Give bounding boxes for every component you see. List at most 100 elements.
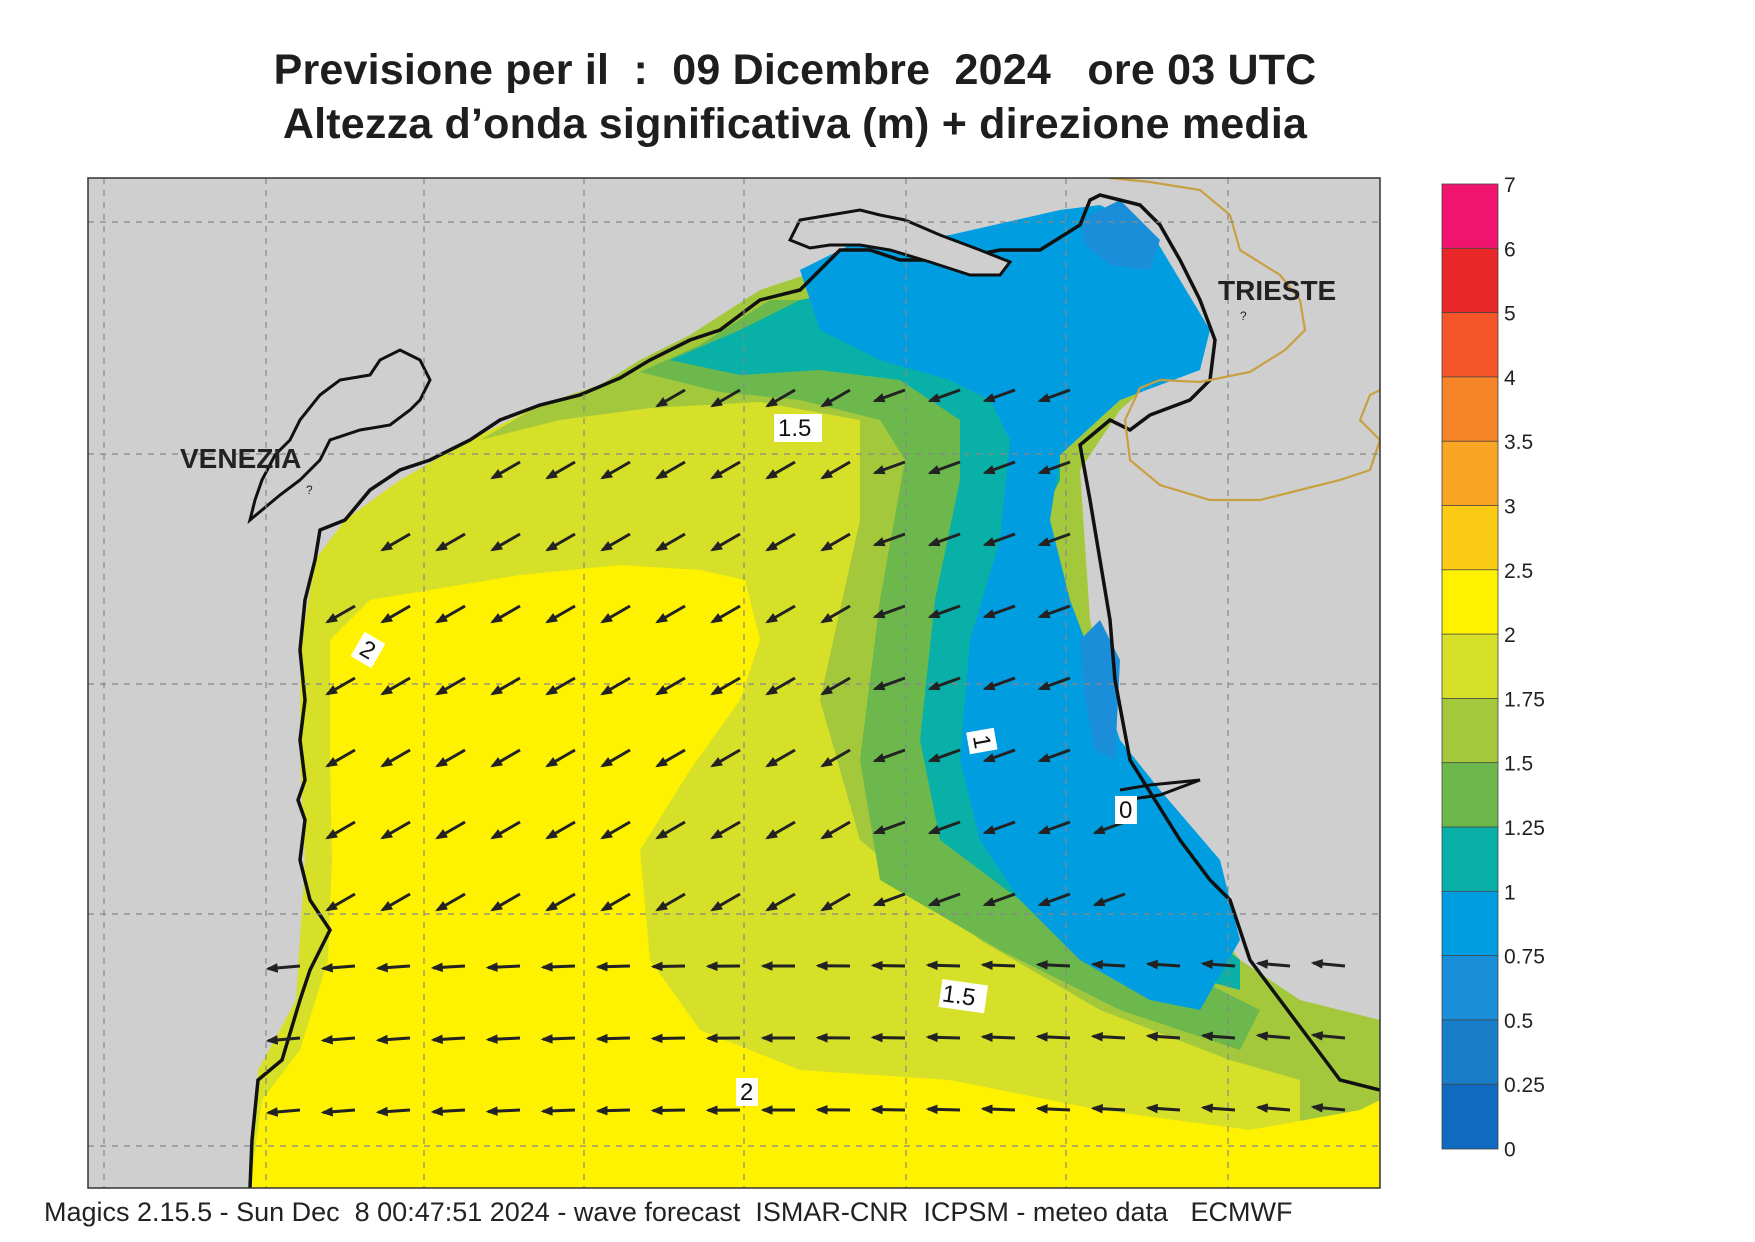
wave-arrow (595, 961, 631, 972)
wave-arrow (650, 1033, 686, 1044)
wave-arrow (655, 460, 686, 480)
colorbar-tick-label: 7 (1504, 174, 1516, 197)
wave-arrow (1037, 532, 1071, 547)
wave-arrow (982, 676, 1016, 691)
wave-arrow (982, 604, 1016, 619)
wave-arrow (545, 604, 576, 624)
wave-arrow (545, 820, 576, 840)
wave-arrow (1310, 1031, 1346, 1041)
wave-arrow (490, 820, 521, 840)
wave-arrow (1200, 959, 1236, 970)
wave-arrow (927, 604, 961, 619)
wave-arrow (650, 1105, 686, 1116)
wave-arrow (1035, 1104, 1071, 1114)
wave-arrow (710, 532, 741, 552)
wave-arrow (765, 388, 796, 408)
wave-arrow (710, 820, 741, 840)
wave-arrow (545, 892, 576, 912)
wave-arrow (1035, 960, 1071, 970)
contour-label-1-5-north: 1.5 (774, 414, 822, 442)
wave-arrow (925, 1104, 961, 1115)
wave-arrow (600, 460, 631, 480)
wave-arrow (820, 388, 851, 408)
wave-arrow (545, 676, 576, 696)
wave-arrow (820, 532, 851, 552)
map-field (88, 178, 1380, 1188)
wave-arrow (1037, 748, 1071, 763)
wave-arrow (485, 1106, 521, 1116)
wave-arrow (435, 892, 466, 912)
wave-arrow (1037, 820, 1071, 835)
colorbar-tick-label: 2 (1504, 624, 1516, 647)
wave-arrow (655, 748, 686, 768)
colorbar-swatch (1441, 1083, 1499, 1150)
colorbar-swatch (1441, 826, 1499, 893)
wave-arrow (430, 1106, 466, 1117)
coastline-islands (247, 348, 432, 525)
wave-arrow (375, 1106, 411, 1117)
wave-arrow (925, 960, 961, 971)
contour-labels: 1.5 2 1 0 1.5 2 (350, 414, 1137, 1106)
wave-arrow (925, 1032, 961, 1043)
wave-arrow (320, 1034, 356, 1045)
colorbar-swatch (1441, 633, 1499, 700)
wave-arrow (870, 1104, 906, 1115)
wave-arrow (380, 892, 411, 912)
wave-arrow (325, 604, 356, 624)
wave-arrow (430, 962, 466, 973)
wave-arrow (545, 460, 576, 480)
wave-arrow (430, 1034, 466, 1045)
wave-arrow (927, 892, 961, 907)
contour-label-0: 0 (1115, 796, 1137, 824)
wave-arrow (490, 892, 521, 912)
wave-arrow (320, 962, 356, 973)
wave-arrow (710, 748, 741, 768)
wave-arrow (927, 388, 961, 403)
svg-text:1.5: 1.5 (941, 980, 978, 1011)
coastline-north-islands (787, 208, 1013, 277)
wave-arrow (435, 604, 466, 624)
colorbar-tick-label: 4 (1504, 367, 1516, 390)
colorbar-tick-label: 3 (1504, 496, 1516, 519)
colorbar-tick-label: 0.25 (1504, 1074, 1545, 1097)
wave-arrow (1035, 1032, 1071, 1042)
wave-arrow (435, 748, 466, 768)
wave-arrow (982, 820, 1016, 835)
wave-arrow (545, 748, 576, 768)
map-subtitle: Altezza d’onda significativa (m) + direz… (282, 100, 1308, 148)
wave-arrow (380, 532, 411, 552)
wave-arrow (710, 388, 741, 408)
colorbar-swatch (1441, 505, 1499, 571)
colorbar-tick-label: 1.25 (1504, 817, 1545, 840)
colorbar-tick-label: 0.5 (1504, 1010, 1533, 1033)
wave-arrow (1145, 959, 1181, 970)
wave-arrow (820, 604, 851, 624)
wave-arrow (765, 748, 796, 768)
wave-arrow (820, 460, 851, 480)
map-title: Previsione per il : 09 Dicembre 2024 ore… (273, 46, 1317, 94)
wave-arrow (765, 532, 796, 552)
wave-arrow (490, 460, 521, 480)
wave-arrow (490, 532, 521, 552)
wave-arrow (982, 892, 1016, 907)
colorbar-swatch (1441, 698, 1499, 764)
wave-arrow (980, 960, 1016, 970)
wave-arrow (1310, 959, 1346, 969)
wave-arrow (872, 388, 906, 403)
wave-arrow (655, 604, 686, 624)
wave-arrow (380, 748, 411, 768)
wave-arrow (765, 892, 796, 912)
wave-arrow (600, 892, 631, 912)
colorbar: 7 6 5 4 3.5 3 2.5 2 1.75 1.5 1.25 1 0.75 0.5 0.25 0 (1441, 174, 1545, 1162)
wave-arrow (600, 676, 631, 696)
wave-arrow (600, 820, 631, 840)
wave-arrow (710, 460, 741, 480)
svg-text:1.5: 1.5 (778, 415, 811, 442)
wave-arrow (435, 676, 466, 696)
wave-arrow (655, 388, 686, 408)
wave-arrow (265, 963, 301, 973)
wave-arrow (765, 604, 796, 624)
wave-arrow (820, 748, 851, 768)
wave-arrow (927, 460, 961, 475)
